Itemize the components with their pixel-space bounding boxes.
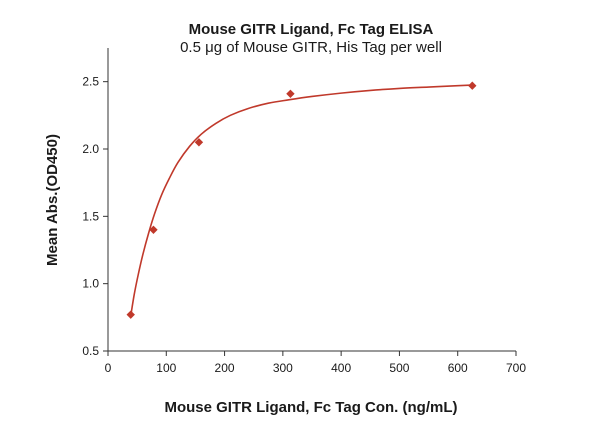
x-tick-label: 500 — [389, 361, 409, 375]
x-tick-label: 700 — [506, 361, 526, 375]
y-tick-label: 2.5 — [82, 75, 99, 89]
x-tick-label: 400 — [331, 361, 351, 375]
data-point — [126, 310, 135, 319]
x-tick-label: 0 — [105, 361, 112, 375]
data-point — [286, 89, 295, 98]
x-tick-label: 600 — [448, 361, 468, 375]
data-points — [126, 81, 477, 319]
x-tick-label: 300 — [273, 361, 293, 375]
x-tick-label: 200 — [215, 361, 235, 375]
chart-title: Mouse GITR Ligand, Fc Tag ELISA — [189, 21, 434, 38]
data-point — [194, 138, 204, 147]
y-tick-label: 2.0 — [82, 142, 99, 156]
fit-curve — [129, 84, 473, 317]
y-tick-label: 0.5 — [82, 344, 99, 358]
x-axis-label: Mouse GITR Ligand, Fc Tag Con. (ng/mL) — [164, 399, 457, 416]
x-tick-label: 100 — [156, 361, 176, 375]
y-axis-label: Mean Abs.(OD450) — [44, 134, 61, 266]
y-tick-label: 1.0 — [82, 277, 99, 291]
x-ticks: 0 100 200 300 400 500 600 700 — [105, 351, 526, 375]
y-tick-label: 1.5 — [82, 209, 99, 223]
data-point — [468, 81, 477, 90]
data-point — [149, 225, 158, 234]
y-ticks: 0.5 1.0 1.5 2.0 2.5 — [82, 75, 108, 358]
chart-subtitle: 0.5 μg of Mouse GITR, His Tag per well — [180, 39, 442, 56]
